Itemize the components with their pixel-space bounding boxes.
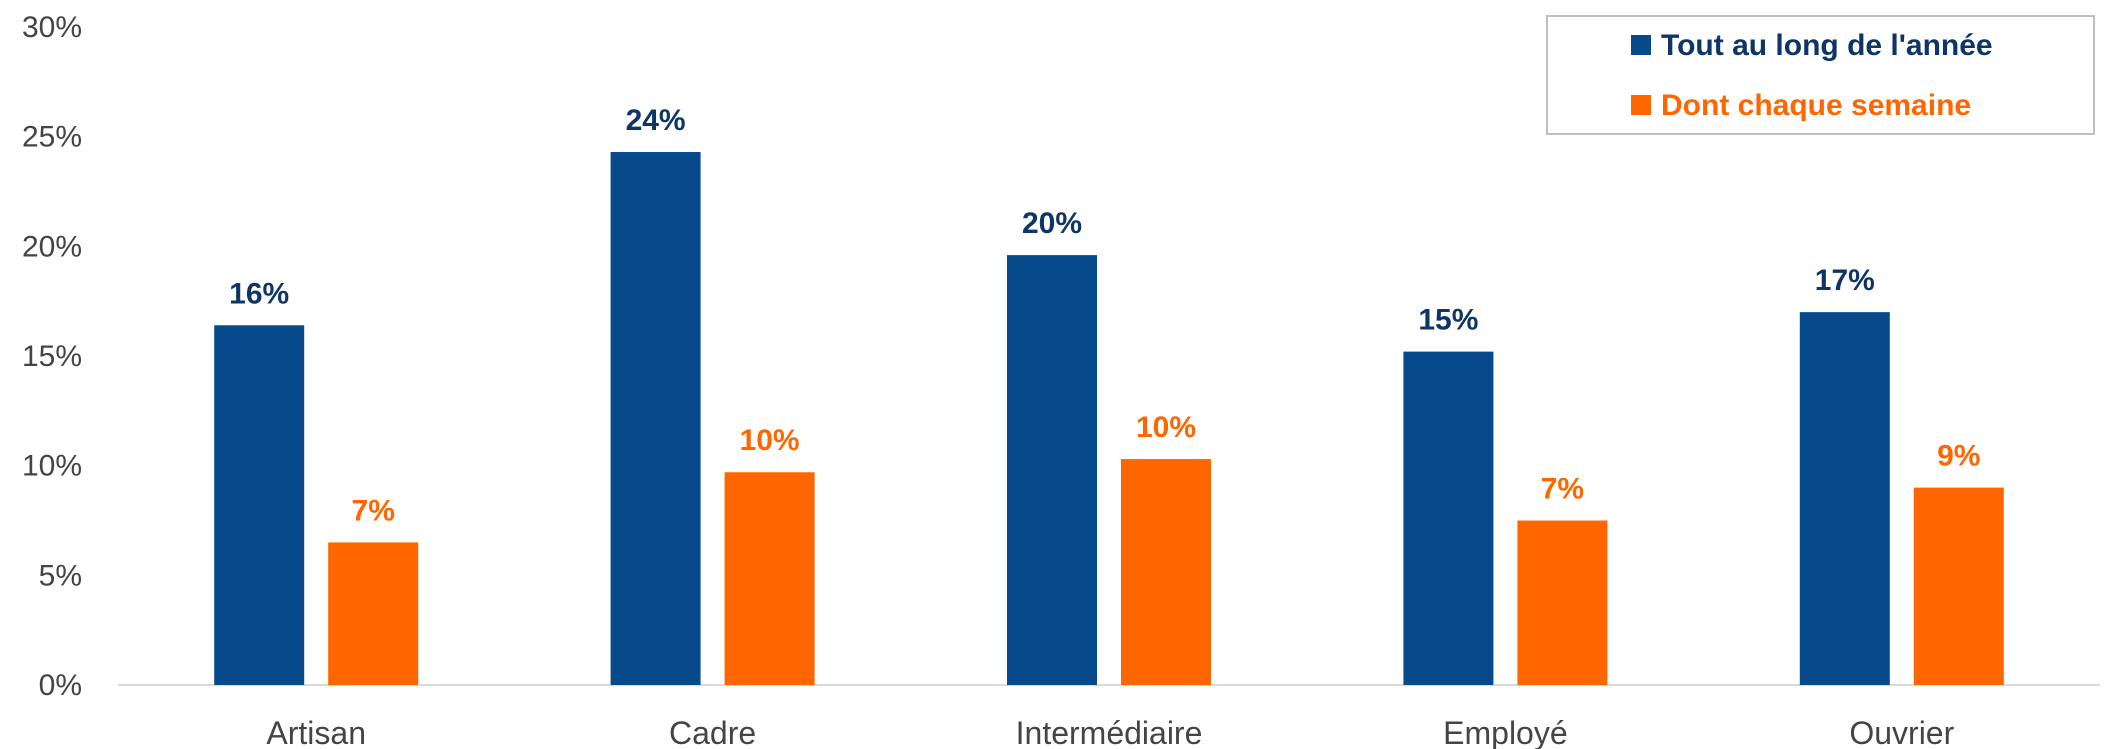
- data-label-series-0: 24%: [626, 104, 686, 137]
- data-label-series-1: 10%: [740, 424, 800, 457]
- data-label-series-0: 16%: [229, 277, 289, 310]
- y-tick-label: 15%: [22, 340, 82, 373]
- y-tick-label: 0%: [39, 669, 82, 702]
- data-label-series-0: 17%: [1815, 264, 1875, 297]
- bar-series-1-cadre: [724, 472, 815, 685]
- x-category-label: Intermédiaire: [1016, 715, 1203, 749]
- bar-series-1-intermédiaire: [1121, 459, 1211, 685]
- legend-label-dont-chaque-semaine: Dont chaque semaine: [1661, 89, 1971, 122]
- legend-swatch-tout-au-long: [1631, 35, 1651, 55]
- data-label-series-1: 7%: [352, 494, 395, 527]
- data-label-series-1: 7%: [1541, 473, 1584, 506]
- y-tick-label: 30%: [22, 11, 82, 44]
- y-tick-label: 25%: [22, 121, 82, 154]
- bar-series-0-intermédiaire: [1007, 255, 1097, 685]
- data-labels-group: 16% 24% 20% 15% 17% 7% 10% 10% 7% 9%: [229, 104, 1980, 527]
- data-label-series-1: 9%: [1937, 440, 1980, 473]
- x-axis: Artisan Cadre Intermédiaire Employé Ouvrier: [118, 684, 2100, 749]
- bar-series-0-artisan: [214, 325, 305, 685]
- x-category-label: Ouvrier: [1849, 715, 1954, 749]
- x-category-label: Employé: [1443, 715, 1568, 749]
- y-tick-label: 10%: [22, 450, 82, 483]
- y-tick-label: 20%: [22, 230, 82, 263]
- x-category-label: Cadre: [669, 715, 756, 749]
- legend-swatch-dont-chaque-semaine: [1631, 95, 1651, 115]
- x-category-label: Artisan: [266, 715, 366, 749]
- bar-series-0-cadre: [610, 152, 701, 685]
- data-label-series-1: 10%: [1136, 411, 1196, 444]
- bar-series-1-ouvrier: [1913, 487, 2004, 685]
- bar-series-1-artisan: [328, 542, 419, 685]
- y-tick-label: 5%: [39, 559, 82, 592]
- legend: Tout au long de l'année Dont chaque sema…: [1546, 15, 2095, 135]
- data-label-series-0: 20%: [1022, 207, 1082, 240]
- bar-series-0-employé: [1403, 351, 1494, 685]
- data-label-series-0: 15%: [1418, 304, 1478, 337]
- y-axis: 0% 5% 10% 15% 20% 25% 30%: [22, 11, 82, 702]
- legend-label-tout-au-long: Tout au long de l'année: [1661, 29, 1993, 62]
- bars-group: [214, 152, 2004, 685]
- bar-series-0-ouvrier: [1799, 312, 1890, 685]
- bar-series-1-employé: [1517, 520, 1608, 685]
